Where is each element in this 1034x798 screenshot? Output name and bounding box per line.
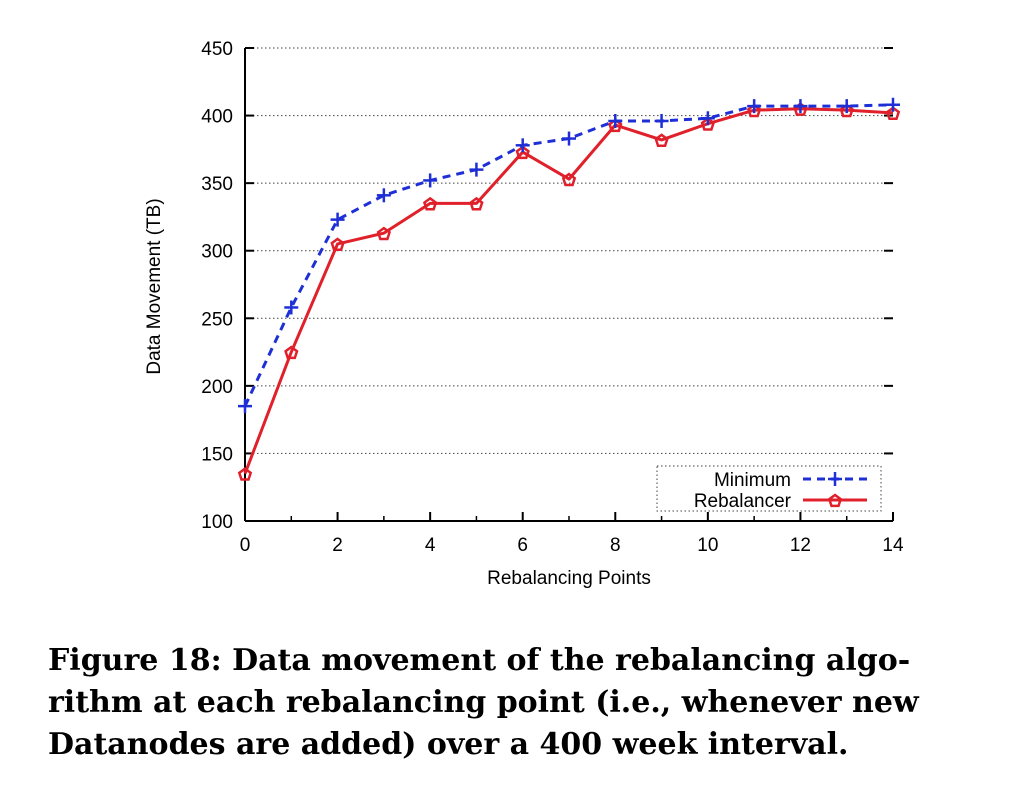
data-movement-chart: 100 150 200 250 300 350 400 450 0 2 4 6 8 10 12 14 Mini… <box>144 39 904 589</box>
data-point-minimum <box>284 300 299 315</box>
series-line-minimum <box>243 103 894 407</box>
x-tick-label: 14 <box>882 535 904 556</box>
data-point-rebalancer <box>515 145 530 160</box>
data-point-rebalancer <box>839 103 854 118</box>
data-point-rebalancer <box>469 196 484 211</box>
data-point-minimum <box>376 188 391 203</box>
caption-line-2: rithm at each rebalancing point (i.e., w… <box>48 685 919 720</box>
legend-marker-minimum <box>828 472 842 486</box>
data-point-minimum <box>330 212 345 227</box>
y-tick-label: 300 <box>201 242 233 263</box>
axes <box>244 47 894 522</box>
figure-caption: Figure 18: Data movement of the rebalanc… <box>48 640 1008 766</box>
y-tick-label: 450 <box>201 39 233 60</box>
data-point-minimum <box>839 99 854 114</box>
x-tick-label: 6 <box>517 535 528 556</box>
data-point-minimum <box>654 113 669 128</box>
grid-lines <box>245 47 893 454</box>
data-point-minimum <box>793 99 808 114</box>
data-point-minimum <box>515 138 530 153</box>
tick-labels: 100 150 200 250 300 350 400 450 0 2 4 6 8 10 12 14 <box>201 39 904 556</box>
data-point-minimum <box>747 99 762 114</box>
series-rebalancer <box>237 102 901 481</box>
x-tick-label: 2 <box>332 535 343 556</box>
data-point-rebalancer <box>746 103 762 118</box>
data-point-rebalancer <box>608 118 623 133</box>
data-point-rebalancer <box>330 237 345 252</box>
y-tick-label: 400 <box>201 107 233 128</box>
data-point-minimum <box>608 113 623 128</box>
legend-label-rebalancer: Rebalancer <box>694 491 792 512</box>
x-axis-title: Rebalancing Points <box>487 568 651 589</box>
y-tick-label: 200 <box>201 377 233 398</box>
caption-line-3: Datanodes are added) over a 400 week int… <box>48 727 849 762</box>
series-minimum <box>238 97 900 414</box>
data-point-rebalancer <box>284 345 299 360</box>
data-point-minimum <box>700 111 715 126</box>
y-axis-title: Data Movement (TB) <box>144 198 165 374</box>
y-tick-label: 350 <box>201 174 233 195</box>
legend-marker-rebalancer <box>827 493 843 508</box>
data-point-rebalancer <box>561 172 577 187</box>
data-point-rebalancer <box>885 106 901 120</box>
x-tick-label: 10 <box>697 535 718 556</box>
x-tick-label: 12 <box>790 535 811 556</box>
data-point-minimum <box>469 162 484 177</box>
legend-label-minimum: Minimum <box>714 470 791 491</box>
y-tick-label: 250 <box>201 309 233 330</box>
data-point-rebalancer <box>654 133 669 147</box>
y-tick-label: 150 <box>201 444 233 465</box>
data-point-minimum <box>238 399 252 414</box>
data-point-minimum <box>562 131 576 146</box>
data-point-rebalancer <box>376 226 392 241</box>
data-point-minimum <box>886 97 900 112</box>
x-tick-label: 0 <box>240 535 251 556</box>
series-line-rebalancer <box>243 107 894 475</box>
caption-line-1: Figure 18: Data movement of the rebalanc… <box>48 643 911 678</box>
y-tick-label: 100 <box>201 512 233 533</box>
data-point-rebalancer <box>237 467 253 481</box>
legend-box <box>656 465 882 512</box>
x-tick-label: 4 <box>425 535 436 556</box>
data-point-rebalancer <box>700 117 716 131</box>
x-tick-label: 8 <box>610 535 621 556</box>
data-point-minimum <box>423 173 438 188</box>
data-point-rebalancer <box>422 196 438 211</box>
series-layer <box>237 97 901 481</box>
